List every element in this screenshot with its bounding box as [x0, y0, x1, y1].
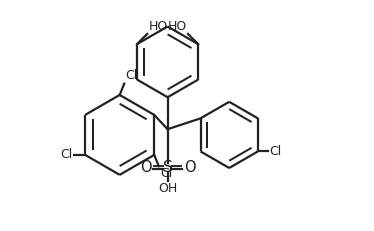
Text: O: O [184, 161, 196, 176]
Text: O: O [140, 161, 151, 176]
Text: Cl: Cl [60, 148, 73, 161]
Text: Cl: Cl [160, 167, 172, 180]
Text: HO: HO [168, 20, 187, 33]
Text: Cl: Cl [125, 69, 138, 82]
Text: OH: OH [158, 182, 177, 195]
Text: HO: HO [148, 20, 168, 33]
Text: Cl: Cl [269, 145, 282, 158]
Text: S: S [163, 161, 173, 176]
